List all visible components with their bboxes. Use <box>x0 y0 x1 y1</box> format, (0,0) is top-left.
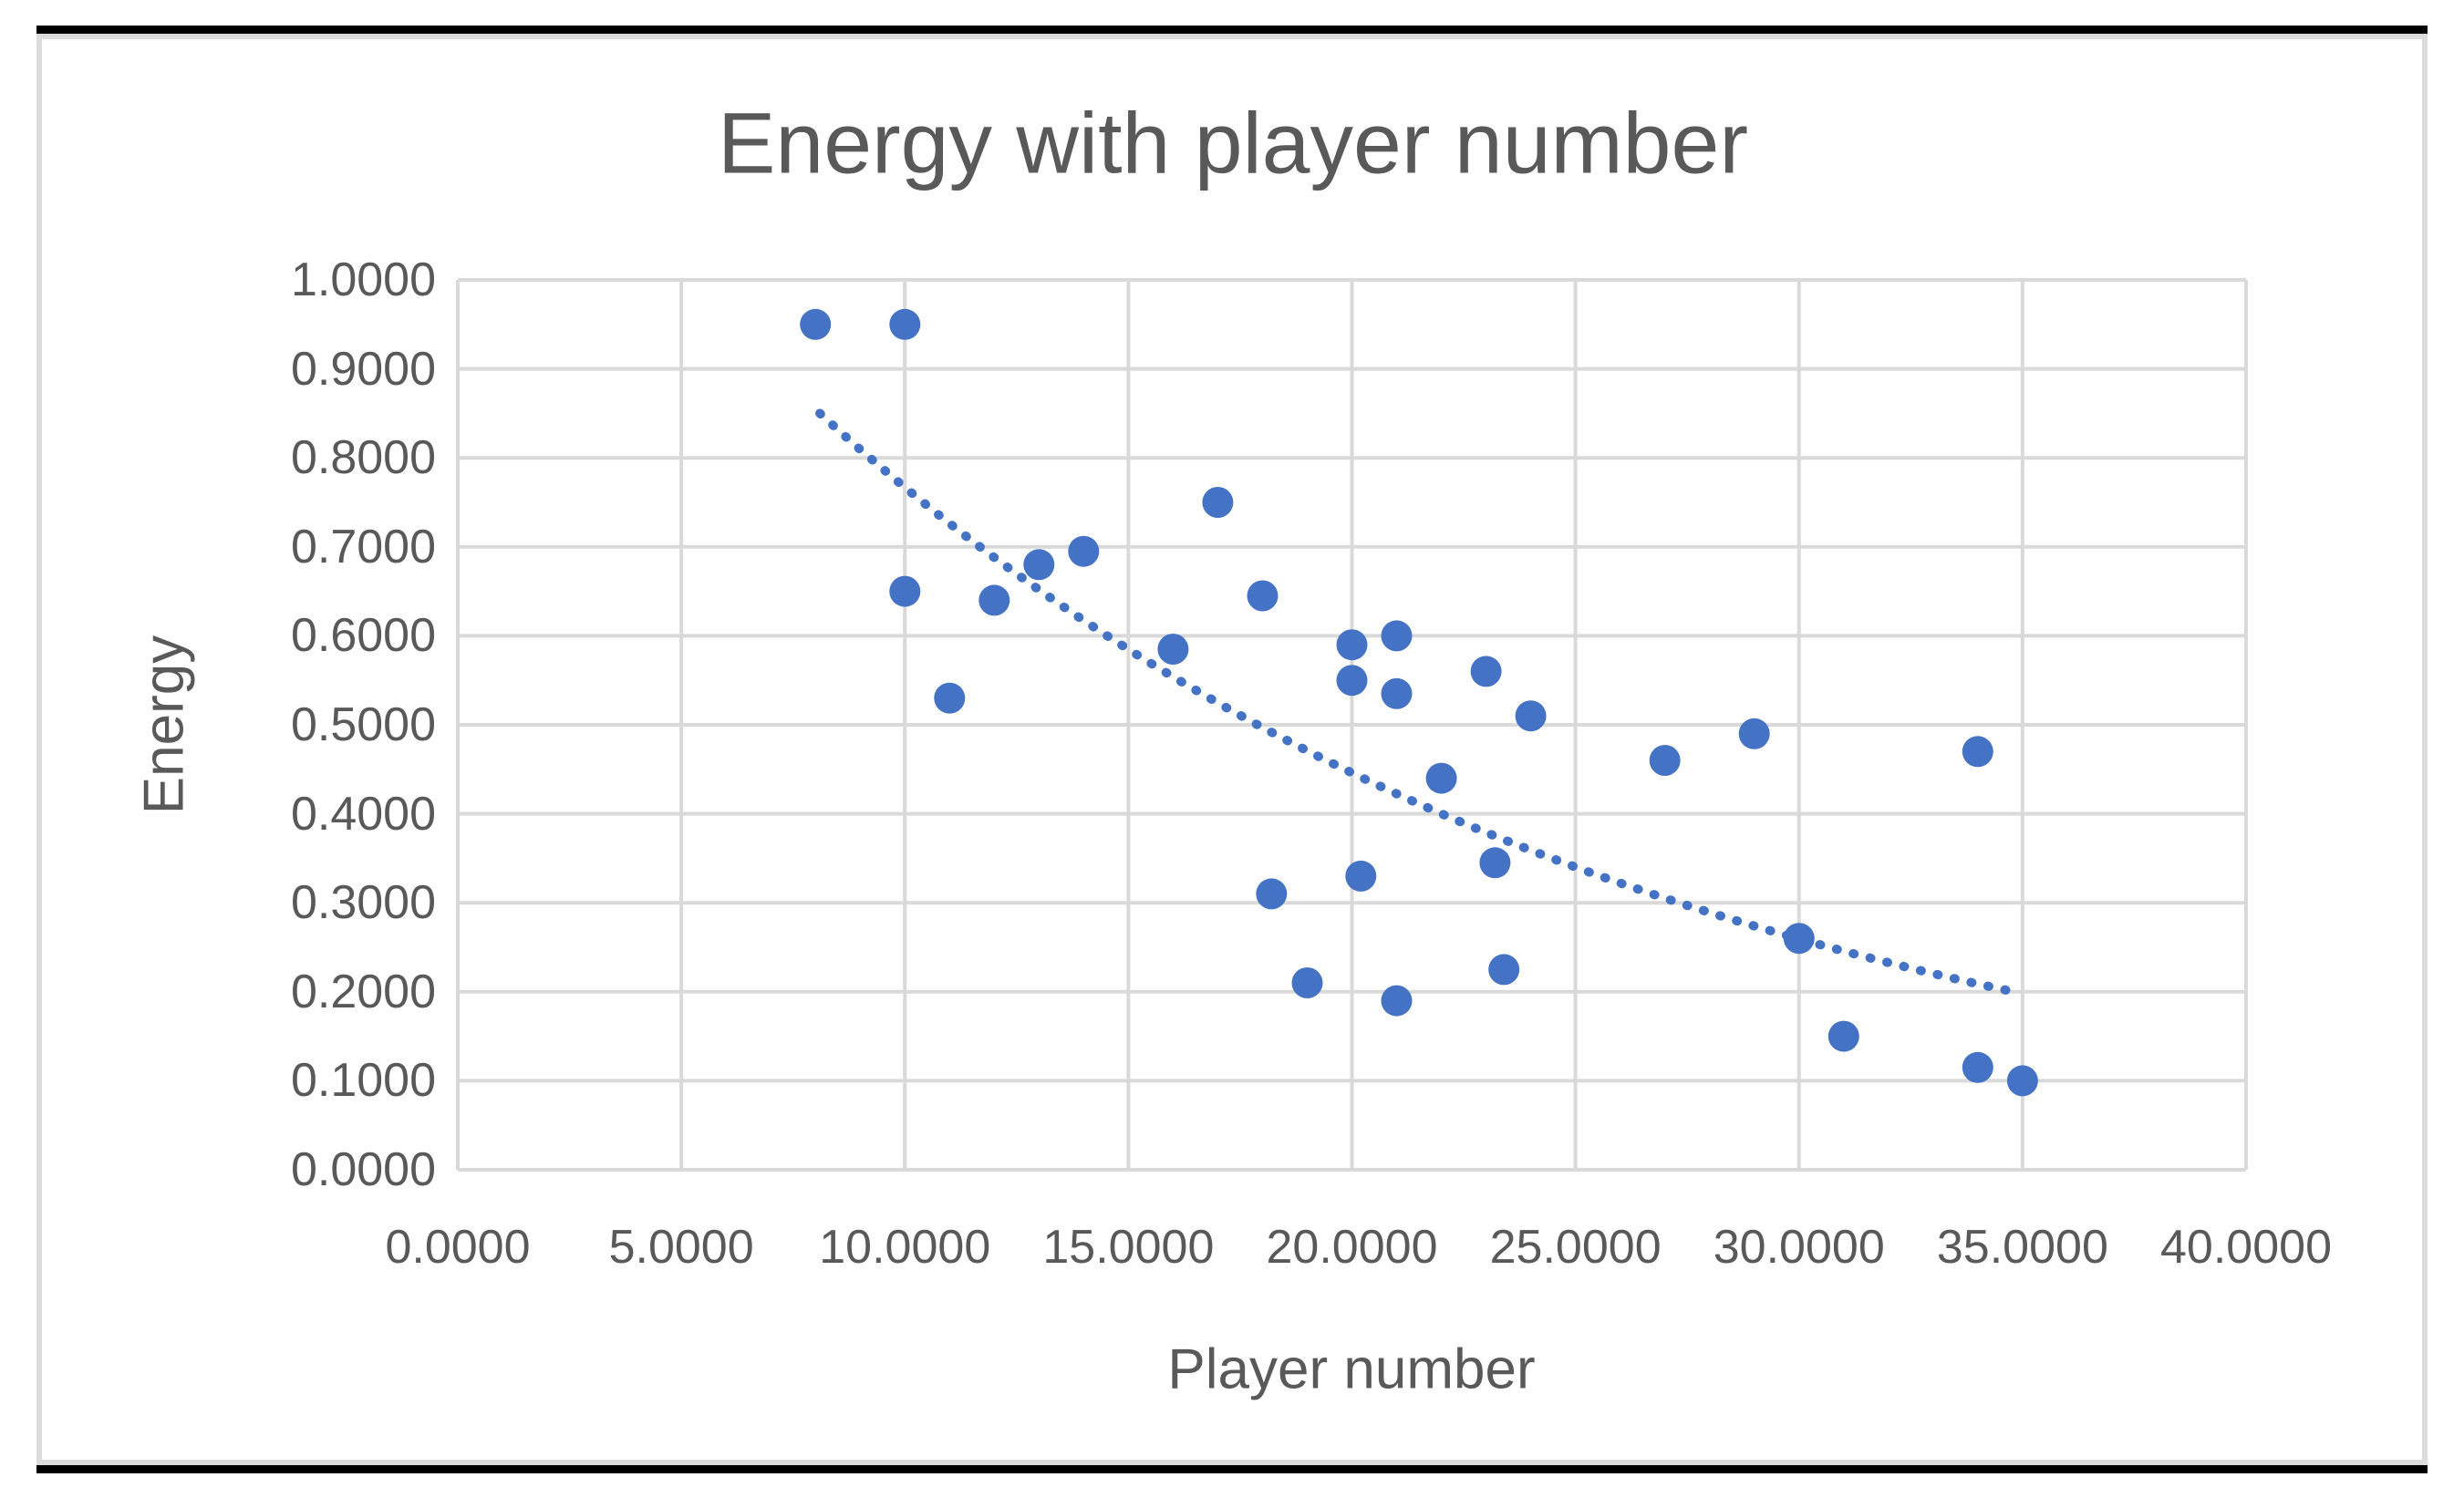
trendline[interactable] <box>815 408 2019 997</box>
chart-frame[interactable] <box>36 34 2428 1465</box>
y-tick-label: 0.3000 <box>290 876 436 930</box>
y-tick-label: 0.1000 <box>290 1054 436 1108</box>
scatter-point[interactable] <box>1962 1051 1993 1083</box>
x-tick-label: 30.0000 <box>1713 1221 1885 1274</box>
y-tick-label: 0.2000 <box>290 965 436 1018</box>
top-border-rule <box>36 26 2428 34</box>
y-tick-label: 0.8000 <box>290 431 436 485</box>
scatter-point[interactable] <box>1336 629 1368 661</box>
scatter-point[interactable] <box>1425 762 1457 794</box>
scatter-point[interactable] <box>1256 878 1288 910</box>
scatter-point[interactable] <box>1515 700 1547 732</box>
gridlines <box>456 278 2248 1172</box>
scatter-point[interactable] <box>1381 620 1413 652</box>
scatter-point[interactable] <box>978 584 1010 616</box>
scatter-points <box>800 308 2038 1097</box>
scatter-point[interactable] <box>1157 634 1189 665</box>
x-tick-label: 25.0000 <box>1489 1221 1662 1274</box>
y-tick-label: 1.0000 <box>290 253 436 306</box>
x-tick-label: 20.0000 <box>1266 1221 1438 1274</box>
scatter-point[interactable] <box>1479 847 1511 879</box>
y-tick-label: 0.9000 <box>290 342 436 396</box>
scatter-point[interactable] <box>1023 549 1055 581</box>
scatter-point[interactable] <box>1291 967 1323 998</box>
y-tick-label: 0.4000 <box>290 787 436 841</box>
scatter-point[interactable] <box>1783 923 1815 955</box>
y-tick-label: 0.0000 <box>290 1143 436 1196</box>
scatter-point[interactable] <box>1470 656 1502 687</box>
scatter-point[interactable] <box>889 575 921 607</box>
scatter-point[interactable] <box>1962 736 1993 768</box>
scatter-point[interactable] <box>1381 677 1413 709</box>
scatter-point[interactable] <box>1068 535 1100 567</box>
scatter-point[interactable] <box>889 308 921 340</box>
x-tick-label: 0.0000 <box>385 1221 531 1274</box>
scatter-point[interactable] <box>1827 1020 1859 1052</box>
scatter-point[interactable] <box>1738 718 1770 749</box>
scatter-point[interactable] <box>934 682 966 714</box>
scatter-point[interactable] <box>1381 985 1413 1017</box>
scatter-point[interactable] <box>800 308 832 340</box>
y-tick-label: 0.6000 <box>290 609 436 663</box>
x-tick-label: 35.0000 <box>1936 1221 2108 1274</box>
scatter-point[interactable] <box>1345 860 1377 892</box>
y-tick-label: 0.7000 <box>290 520 436 573</box>
scatter-point[interactable] <box>1247 580 1279 612</box>
bottom-border-rule <box>36 1465 2428 1473</box>
scatter-point[interactable] <box>2006 1065 2038 1097</box>
x-axis-title[interactable]: Player number <box>1167 1338 1536 1401</box>
chart-title[interactable]: Energy with player number <box>718 95 1748 192</box>
x-tick-label: 40.0000 <box>2160 1221 2332 1274</box>
y-tick-label: 0.5000 <box>290 698 436 751</box>
scatter-point[interactable] <box>1649 745 1681 776</box>
x-tick-label: 10.0000 <box>819 1221 991 1274</box>
scatter-point[interactable] <box>1336 665 1368 697</box>
scatter-point[interactable] <box>1202 487 1234 518</box>
x-tick-label: 15.0000 <box>1042 1221 1215 1274</box>
scatter-point[interactable] <box>1488 954 1520 986</box>
x-tick-label: 5.0000 <box>608 1221 754 1274</box>
